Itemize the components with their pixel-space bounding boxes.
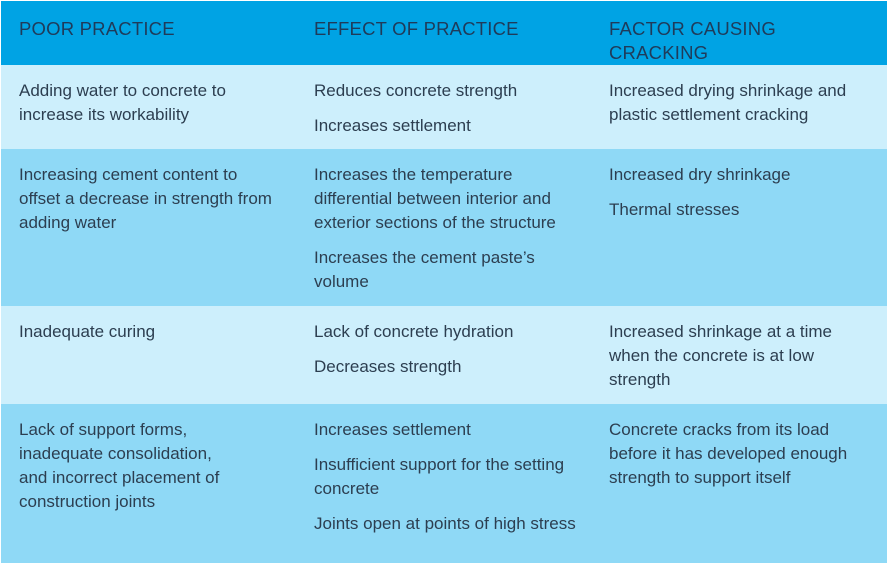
- effect-cell: Increases the temperature differential b…: [296, 149, 591, 306]
- poor-practice-cell: Adding water to concrete to increase its…: [1, 65, 296, 149]
- table-row: Adding water to concrete to increase its…: [1, 65, 887, 149]
- factor-text: Increased dry shrinkage: [609, 165, 791, 184]
- header-poor-practice: POOR PRACTICE: [19, 18, 175, 39]
- effect-text: Reduces concrete strength: [314, 81, 518, 100]
- table-row: Increasing cement content to offset a de…: [1, 149, 887, 306]
- effect-text: Lack of concrete hydration: [314, 322, 514, 341]
- poor-practice-text: Lack of support forms, inadequate consol…: [19, 420, 220, 511]
- factor-text: Thermal stresses: [609, 200, 740, 219]
- poor-practice-text: Adding water to concrete to increase its…: [19, 81, 226, 124]
- effect-text: Increases settlement: [314, 420, 471, 439]
- effect-text: Increases the cement paste’s volume: [314, 248, 535, 291]
- effect-cell: Increases settlement Insufficient suppor…: [296, 404, 591, 563]
- factor-cell: Increased dry shrinkage Thermal stresses: [591, 149, 887, 306]
- effect-text: Insufficient support for the setting con…: [314, 455, 565, 498]
- effect-cell: Reduces concrete strength Increases sett…: [296, 65, 591, 149]
- factor-text: Increased drying shrinkage and plastic s…: [609, 81, 847, 124]
- table-row: Lack of support forms, inadequate consol…: [1, 404, 887, 563]
- poor-practice-cell: Lack of support forms, inadequate consol…: [1, 404, 296, 563]
- effect-text: Increases settlement: [314, 116, 471, 135]
- effect-cell: Lack of concrete hydration Decreases str…: [296, 306, 591, 404]
- effect-text: Joints open at points of high stress: [314, 514, 576, 533]
- poor-practice-text: Increasing cement content to offset a de…: [19, 165, 272, 232]
- effect-text: Increases the temperature differential b…: [314, 165, 556, 232]
- factor-text: Increased shrinkage at a time when the c…: [609, 322, 833, 389]
- poor-practice-cell: Increasing cement content to offset a de…: [1, 149, 296, 306]
- effect-text: Decreases strength: [314, 357, 462, 376]
- header-effect-of-practice: EFFECT OF PRACTICE: [314, 18, 519, 39]
- factor-cell: Increased shrinkage at a time when the c…: [591, 306, 887, 404]
- factor-cell: Increased drying shrinkage and plastic s…: [591, 65, 887, 149]
- poor-practice-cell: Inadequate curing: [1, 306, 296, 404]
- header-factor-label: FACTOR CAUSING CRACKING: [609, 18, 776, 63]
- table-header-row: POOR PRACTICE EFFECT OF PRACTICE FACTOR …: [1, 1, 887, 65]
- poor-practice-text: Inadequate curing: [19, 322, 156, 341]
- table-row: Inadequate curing Lack of concrete hydra…: [1, 306, 887, 404]
- header-factor-causing-cracking: FACTOR CAUSING CRACKING: [591, 1, 887, 65]
- factor-cell: Concrete cracks from its load before it …: [591, 404, 887, 563]
- factor-text: Concrete cracks from its load before it …: [609, 420, 848, 487]
